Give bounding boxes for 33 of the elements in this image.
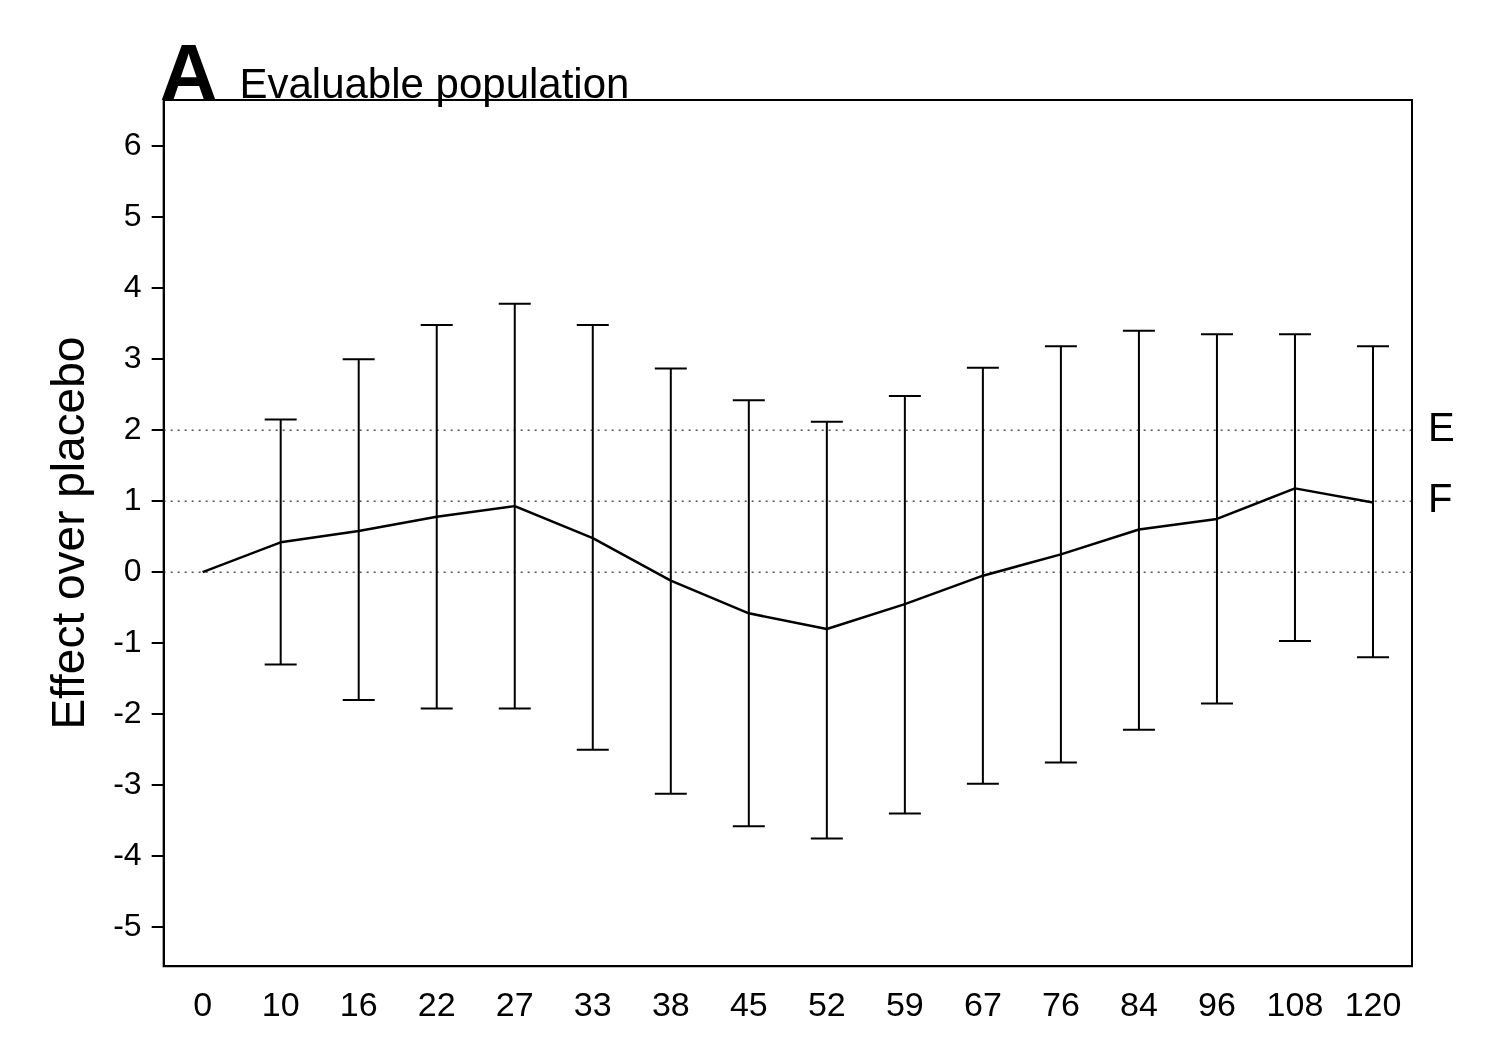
x-tick-label: 59 [885, 984, 924, 1023]
ref-line-label: E [1428, 405, 1455, 450]
x-tick-label: 76 [1041, 984, 1080, 1023]
y-tick-label: 3 [123, 338, 142, 375]
y-tick-label: -2 [113, 693, 142, 730]
x-tick-label: 16 [339, 984, 378, 1023]
y-tick-label: 6 [123, 125, 142, 162]
y-tick-label: -5 [113, 906, 142, 943]
x-tick-label: 96 [1198, 984, 1236, 1023]
x-tick-label: 45 [729, 984, 768, 1023]
y-tick-label: -1 [113, 622, 142, 659]
x-tick-label: 67 [963, 984, 1002, 1023]
x-tick-label: 108 [1266, 984, 1324, 1023]
x-tick-label: 52 [807, 984, 846, 1023]
x-tick-label: 27 [495, 984, 534, 1023]
x-tick-label: 33 [573, 984, 612, 1023]
x-tick-label: 84 [1120, 984, 1158, 1023]
x-tick-label: 120 [1344, 984, 1402, 1023]
y-tick-label: -4 [113, 835, 142, 872]
x-tick-label: 10 [261, 984, 300, 1023]
y-tick-label: 5 [123, 196, 142, 233]
x-tick-label: 22 [417, 984, 456, 1023]
annotation: A [159, 28, 218, 117]
x-tick-label: 0 [193, 984, 213, 1023]
ref-line-label: F [1428, 476, 1453, 521]
y-tick-label: -3 [113, 764, 142, 801]
x-tick-label: 38 [651, 984, 690, 1023]
y-tick-label: 2 [123, 409, 142, 446]
y-tick-label: 4 [123, 267, 142, 304]
chart-title: Evaluable population [239, 60, 630, 107]
y-tick-label: 1 [123, 480, 142, 517]
y-tick-label: 0 [123, 551, 142, 588]
y-axis-title: Effect over placebo [42, 336, 95, 730]
